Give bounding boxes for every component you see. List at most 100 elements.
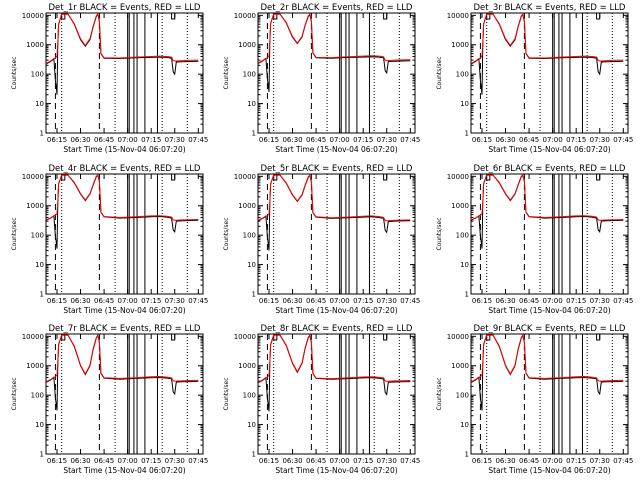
x-tick-label: 06:30 [282, 297, 302, 305]
y-tick-label: 100 [456, 392, 469, 400]
y-tick-label: 100 [243, 392, 256, 400]
x-tick-label: 07:15 [353, 136, 373, 144]
y-tick-label: 1000 [238, 202, 256, 210]
top-bracket-mark [273, 13, 278, 20]
y-tick-label: 100 [31, 392, 44, 400]
x-tick-label: 07:15 [141, 136, 161, 144]
y-tick-label: 10 [460, 421, 469, 429]
x-tick-label: 06:30 [282, 457, 302, 465]
top-bracket-mark [383, 13, 388, 20]
y-tick-label: 10000 [22, 333, 44, 341]
x-tick-label: 06:15 [472, 136, 492, 144]
plot-frame [257, 173, 416, 295]
plot-content [471, 334, 624, 454]
y-tick-label: 1 [465, 291, 469, 299]
lld-series-line [46, 174, 199, 221]
plot-frame [470, 333, 629, 455]
y-tick-label: 10 [247, 261, 256, 269]
x-axis-label: Start Time (15-Nov-04 06:07:20) [63, 306, 185, 315]
x-tick-label: 07:15 [353, 457, 373, 465]
x-tick-label: 06:30 [70, 136, 90, 144]
top-bracket-mark [486, 334, 491, 341]
x-tick-label: 07:15 [566, 297, 586, 305]
y-tick-label: 10000 [447, 173, 469, 181]
x-tick-label: 07:45 [188, 136, 208, 144]
y-tick-label: 1 [252, 130, 256, 138]
chart-title: Det_2r BLACK = Events, RED = LLD [261, 3, 413, 13]
x-tick-label: 07:45 [400, 297, 420, 305]
x-axis-label: Start Time (15-Nov-04 06:07:20) [63, 145, 185, 154]
x-tick-label: 06:30 [495, 136, 515, 144]
x-tick-label: 06:45 [306, 297, 326, 305]
chart-title: Det_3r BLACK = Events, RED = LLD [474, 3, 626, 13]
lld-series-line [471, 13, 624, 64]
x-tick-label: 06:45 [94, 297, 114, 305]
x-tick-label: 07:15 [141, 457, 161, 465]
x-tick-label: 07:30 [377, 297, 397, 305]
x-tick-label: 07:30 [590, 297, 610, 305]
lld-series-line [46, 13, 199, 64]
x-tick-label: 07:30 [590, 136, 610, 144]
y-tick-label: 10 [35, 421, 44, 429]
chart-panel-8: Det_8r BLACK = Events, RED = LLD Counts/s… [223, 324, 420, 475]
x-tick-label: 06:45 [519, 297, 539, 305]
y-tick-label: 1 [252, 451, 256, 459]
events-series-line [258, 13, 411, 92]
chart-title: Det_7r BLACK = Events, RED = LLD [49, 324, 201, 334]
lld-series-line [258, 174, 411, 222]
chart-title: Det_8r BLACK = Events, RED = LLD [261, 324, 413, 334]
y-axis-label: Counts/sec [11, 217, 18, 250]
y-tick-label: 1 [40, 291, 44, 299]
y-tick-label: 1000 [26, 362, 44, 370]
x-axis-label: Start Time (15-Nov-04 06:07:20) [488, 145, 610, 154]
y-tick-label: 10 [35, 100, 44, 108]
plot-content [46, 13, 199, 133]
x-tick-label: 07:45 [613, 136, 633, 144]
y-tick-label: 1 [465, 451, 469, 459]
events-series-line [46, 13, 199, 95]
chart-panel-7: Det_7r BLACK = Events, RED = LLD Counts/s… [11, 324, 208, 475]
plot-content [46, 174, 199, 294]
chart-title: Det_5r BLACK = Events, RED = LLD [261, 164, 413, 174]
x-tick-label: 07:00 [330, 457, 350, 465]
y-tick-label: 10 [35, 261, 44, 269]
lld-series-line [46, 334, 199, 383]
y-tick-label: 1 [252, 291, 256, 299]
x-tick-label: 06:45 [519, 457, 539, 465]
events-series-line [471, 334, 624, 411]
x-tick-label: 07:00 [118, 457, 138, 465]
x-tick-label: 07:30 [590, 457, 610, 465]
x-tick-label: 06:30 [70, 297, 90, 305]
x-tick-label: 07:30 [165, 297, 185, 305]
x-tick-label: 07:00 [118, 136, 138, 144]
chart-panel-6: Det_6r BLACK = Events, RED = LLD Counts/s… [436, 164, 633, 315]
plot-frame [45, 173, 204, 295]
events-series-line [46, 174, 199, 249]
y-tick-label: 1000 [238, 41, 256, 49]
y-tick-label: 10000 [22, 12, 44, 20]
x-tick-label: 06:15 [472, 457, 492, 465]
x-tick-label: 07:45 [613, 457, 633, 465]
x-tick-label: 06:15 [472, 297, 492, 305]
x-tick-label: 06:30 [282, 136, 302, 144]
y-axis-label: Counts/sec [223, 56, 230, 89]
x-axis-label: Start Time (15-Nov-04 06:07:20) [275, 466, 397, 475]
x-tick-label: 07:15 [566, 457, 586, 465]
chart-panel-1: Det_1r BLACK = Events, RED = LLD Counts/s… [11, 3, 208, 154]
x-tick-label: 06:45 [94, 457, 114, 465]
y-tick-label: 1000 [451, 202, 469, 210]
x-tick-label: 06:15 [47, 297, 67, 305]
x-tick-label: 06:30 [70, 457, 90, 465]
plot-frame [257, 333, 416, 455]
plot-frame [45, 333, 204, 455]
y-tick-label: 100 [31, 71, 44, 79]
y-tick-label: 1000 [26, 202, 44, 210]
chart-title: Det_1r BLACK = Events, RED = LLD [49, 3, 201, 13]
y-tick-label: 10 [247, 100, 256, 108]
x-tick-label: 07:15 [566, 136, 586, 144]
top-bracket-mark [383, 334, 388, 341]
x-tick-label: 06:15 [47, 457, 67, 465]
y-tick-label: 100 [456, 71, 469, 79]
x-tick-label: 06:30 [495, 297, 515, 305]
